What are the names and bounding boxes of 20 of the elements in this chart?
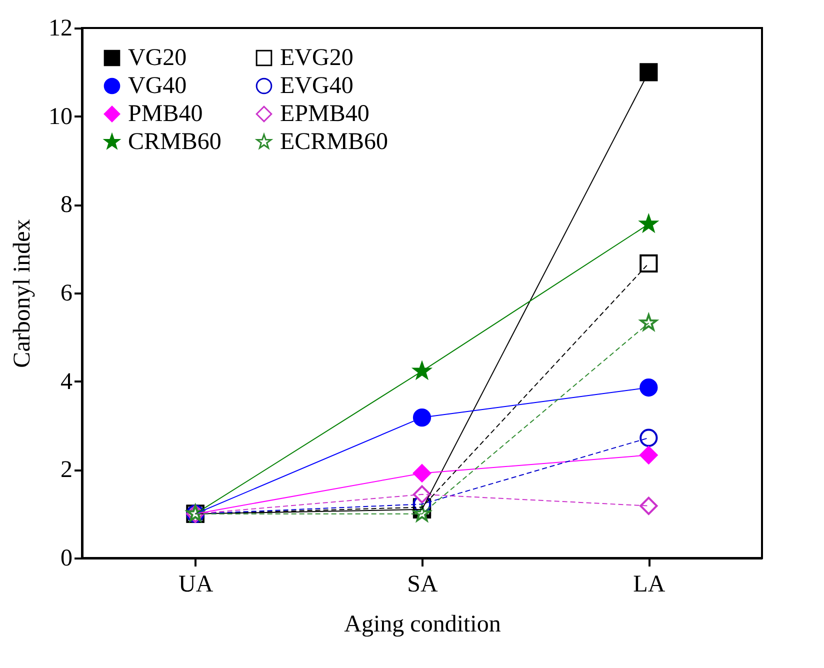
x-tick-label: SA	[407, 572, 439, 598]
x-tick-label: UA	[178, 572, 214, 598]
y-tick-label: 0	[60, 546, 72, 572]
y-tick-label: 4	[60, 368, 72, 395]
legend-label: VG40	[128, 73, 187, 99]
legend-label: EPMB40	[280, 101, 370, 127]
y-tick-label: 8	[60, 192, 72, 218]
y-tick-label: 10	[48, 104, 72, 130]
legend-label: VG20	[128, 45, 187, 71]
y-tick-label: 6	[60, 280, 72, 306]
legend-label: ECRMB60	[280, 129, 388, 155]
y-tick-label: 12	[48, 16, 72, 42]
y-axis-title: Carbonyl index	[10, 219, 36, 368]
y-tick-label: 2	[60, 457, 72, 484]
legend-label: EVG40	[280, 73, 354, 99]
x-tick-label: LA	[633, 572, 666, 598]
legend-label: CRMB60	[128, 129, 222, 155]
x-axis-title: Aging condition	[344, 612, 501, 638]
legend-label: EVG20	[280, 45, 354, 71]
legend-label: PMB40	[128, 101, 203, 127]
